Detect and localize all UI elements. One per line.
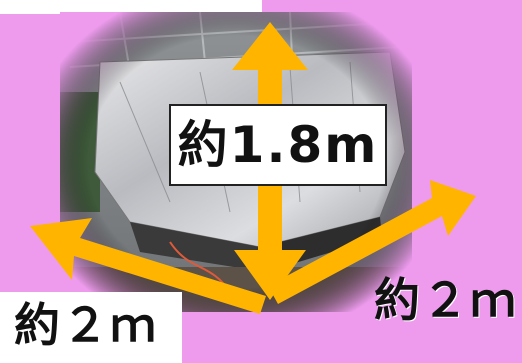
top-white-bar	[0, 0, 262, 14]
double-arrow-diagonal-right-icon	[268, 180, 476, 304]
double-arrow-diagonal-left-icon	[30, 218, 266, 314]
height-label: 約1.8m	[169, 104, 387, 186]
width-left-label: 約２ｍ	[0, 292, 182, 363]
width-right-label: 約２ｍ	[374, 273, 518, 327]
